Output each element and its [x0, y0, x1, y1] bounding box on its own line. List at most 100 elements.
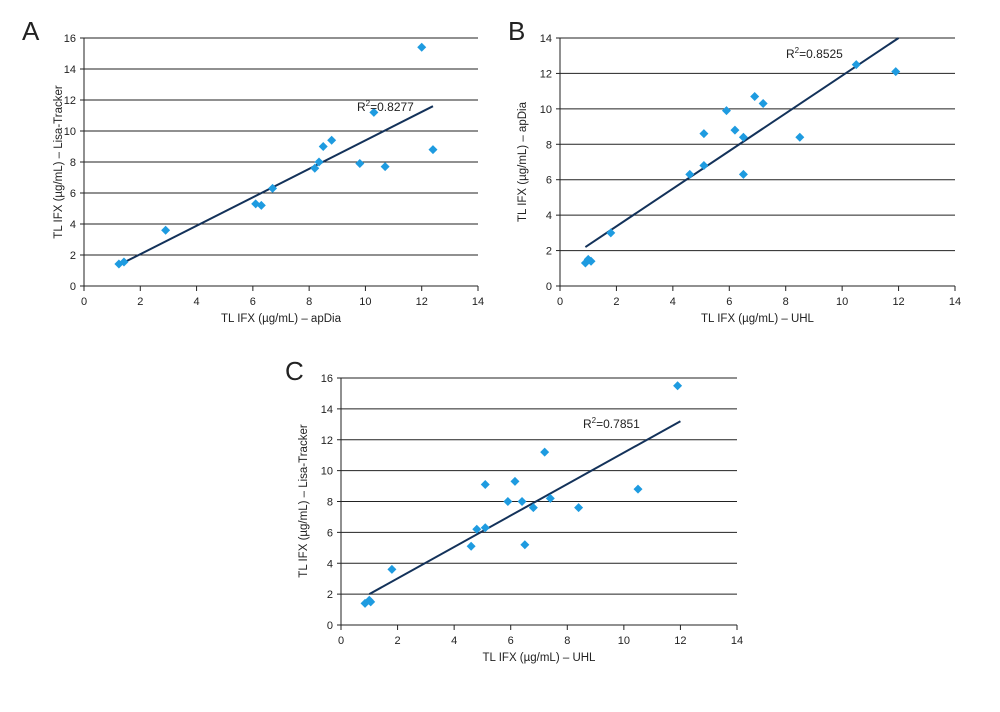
- panel-label: B: [508, 16, 525, 46]
- data-point: [355, 159, 365, 169]
- x-axis-label: TL IFX (µg/mL) – apDia: [221, 313, 342, 325]
- y-tick-label: 10: [64, 126, 76, 138]
- x-tick-label: 8: [306, 296, 312, 308]
- data-point: [387, 564, 397, 574]
- r-squared-annotation: R2=0.8525: [786, 46, 843, 61]
- x-tick-label: 0: [557, 296, 563, 308]
- data-point: [417, 42, 427, 52]
- data-point: [466, 541, 476, 551]
- r-squared-value: =0.8277: [370, 100, 414, 114]
- chart-panel-a: 0 2 4 6 8 10 12 14 16 0 2 4 6 8 10 12 14 TL IFX (µg/mL) –…: [22, 16, 484, 325]
- x-axis-label: TL IFX (µg/mL) – UHL: [701, 313, 815, 325]
- data-point: [699, 161, 709, 171]
- data-point: [268, 183, 278, 193]
- r-squared-value: =0.8525: [799, 47, 843, 61]
- y-tick-label: 8: [546, 139, 552, 151]
- data-point: [586, 256, 596, 266]
- data-point: [738, 169, 748, 179]
- x-tick-label: 8: [564, 635, 570, 647]
- y-tick-label: 14: [321, 404, 333, 416]
- data-point: [380, 162, 390, 172]
- x-tick-label: 12: [892, 296, 904, 308]
- data-point: [540, 447, 550, 457]
- panel-label: A: [22, 16, 40, 46]
- x-tick-label: 6: [726, 296, 732, 308]
- r-squared-exponent: 2: [366, 99, 371, 108]
- data-point: [758, 99, 768, 109]
- data-point: [503, 497, 513, 506]
- y-tick-label: 16: [64, 33, 76, 45]
- data-point: [327, 135, 337, 145]
- data-point: [369, 107, 379, 117]
- y-tick-label: 6: [327, 527, 333, 539]
- data-point: [699, 129, 709, 139]
- data-point: [795, 132, 805, 142]
- x-tick-label: 10: [618, 635, 630, 647]
- data-point: [673, 381, 683, 391]
- y-tick-label: 16: [321, 373, 333, 385]
- r-squared-base: R: [583, 417, 592, 431]
- y-tick-label: 6: [70, 188, 76, 200]
- y-tick-label: 2: [546, 246, 552, 258]
- r-squared-value: =0.7851: [596, 417, 640, 431]
- r-squared-annotation: R2=0.7851: [583, 416, 640, 431]
- y-tick-label: 10: [540, 104, 552, 116]
- data-point: [161, 225, 171, 235]
- data-point: [256, 200, 266, 210]
- data-point: [606, 228, 616, 238]
- y-axis-label: TL IFX (µg/mL) – Lisa-Tracker: [53, 85, 65, 239]
- data-point: [633, 484, 643, 494]
- y-tick-label: 0: [546, 281, 552, 293]
- data-point: [472, 524, 482, 534]
- y-tick-label: 2: [70, 250, 76, 262]
- y-tick-label: 14: [64, 64, 76, 76]
- data-point: [318, 142, 328, 151]
- data-point: [528, 503, 538, 513]
- data-point: [891, 67, 901, 77]
- data-point: [517, 497, 527, 506]
- data-point: [510, 476, 520, 486]
- r-squared-base: R: [786, 47, 795, 61]
- x-tick-label: 2: [137, 296, 143, 308]
- data-point: [721, 106, 731, 116]
- x-tick-label: 6: [508, 635, 514, 647]
- x-tick-label: 14: [949, 296, 961, 308]
- data-point: [310, 163, 320, 173]
- y-tick-label: 12: [64, 95, 76, 107]
- x-tick-label: 12: [674, 635, 686, 647]
- r-squared-annotation: R2=0.8277: [357, 99, 414, 114]
- y-tick-label: 0: [327, 620, 333, 632]
- data-point: [685, 169, 695, 179]
- chart-panel-b: 0 2 4 6 8 10 12 14 0 2 4 6 8 10 12 14 TL IFX (µg/mL) – U…: [508, 16, 961, 325]
- data-point: [738, 132, 748, 142]
- data-point: [730, 125, 740, 135]
- y-tick-label: 6: [546, 175, 552, 187]
- x-tick-label: 2: [395, 635, 401, 647]
- data-point: [314, 157, 324, 167]
- x-tick-label: 8: [783, 296, 789, 308]
- y-tick-label: 8: [70, 157, 76, 169]
- y-axis-label: TL IFX (µg/mL) – Lisa-Tracker: [298, 424, 310, 578]
- data-point: [851, 60, 861, 70]
- data-point: [119, 257, 129, 267]
- x-tick-label: 12: [416, 296, 428, 308]
- y-tick-label: 2: [327, 589, 333, 601]
- x-tick-label: 10: [836, 296, 848, 308]
- x-tick-label: 6: [250, 296, 256, 308]
- y-tick-label: 14: [540, 33, 552, 45]
- trendline: [584, 37, 900, 248]
- y-tick-label: 4: [327, 558, 333, 570]
- y-tick-label: 10: [321, 466, 333, 478]
- y-axis-label: TL IFX (µg/mL) – apDia: [517, 101, 529, 222]
- x-tick-label: 14: [472, 296, 484, 308]
- x-axis-label: TL IFX (µg/mL) – UHL: [483, 652, 597, 664]
- y-tick-label: 0: [70, 281, 76, 293]
- x-tick-label: 0: [81, 296, 87, 308]
- data-point: [520, 540, 530, 550]
- y-tick-label: 4: [546, 210, 552, 222]
- data-point: [545, 493, 555, 503]
- y-tick-label: 4: [70, 219, 76, 231]
- x-tick-label: 14: [731, 635, 743, 647]
- data-point: [480, 480, 490, 490]
